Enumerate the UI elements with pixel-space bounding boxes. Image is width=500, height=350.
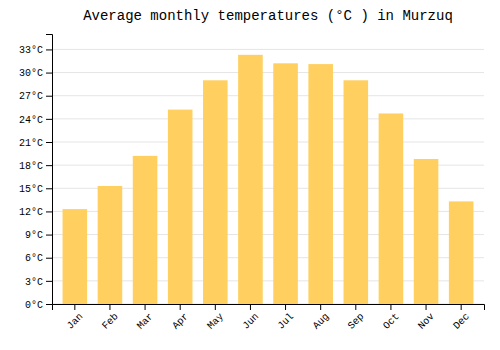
x-tick-label: Feb: [100, 311, 121, 332]
x-tick-label: May: [205, 311, 226, 332]
bar: [133, 156, 158, 304]
y-tick-mark: [46, 281, 52, 282]
y-tick-mark: [46, 211, 52, 212]
grid-line: [52, 142, 484, 143]
x-axis: Jan Feb Mar Apr May Jun Jul Aug Sep Oct Nov Dec: [53, 304, 485, 332]
x-tick: Sep: [346, 304, 367, 332]
y-tick: 33°C: [19, 45, 52, 56]
y-tick-label: 0°C: [25, 300, 43, 311]
x-tick-mark: [74, 304, 75, 310]
y-tick-mark: [46, 235, 52, 236]
grid-line: [52, 95, 484, 96]
y-tick: 3°C: [25, 277, 52, 288]
bar: [63, 209, 88, 304]
x-tick-mark: [285, 304, 286, 310]
x-tick-label: Sep: [346, 311, 367, 332]
x-tick-mark: [320, 304, 321, 310]
bar: [379, 113, 404, 304]
y-tick-label: 6°C: [25, 253, 43, 264]
grid-line: [52, 49, 484, 50]
x-tick: May: [205, 304, 226, 332]
y-tick-label: 27°C: [19, 91, 43, 102]
y-axis-line: [46, 35, 53, 305]
x-tick: Jul: [276, 304, 297, 332]
x-tick-label: Nov: [416, 311, 437, 332]
x-tick-mark: [355, 304, 356, 310]
y-tick: 6°C: [25, 253, 52, 264]
y-tick-mark: [46, 165, 52, 166]
y-tick-label: 24°C: [19, 115, 43, 126]
x-tick: Mar: [135, 304, 156, 332]
y-tick-label: 21°C: [19, 138, 43, 149]
bars: [63, 55, 474, 304]
y-tick: 12°C: [19, 207, 52, 218]
y-tick-mark: [46, 142, 52, 143]
grid-line: [52, 72, 484, 73]
bar: [308, 64, 333, 304]
x-tick: Feb: [100, 304, 121, 332]
x-tick-label: Jul: [276, 311, 297, 332]
y-tick-mark: [46, 96, 52, 97]
y-tick: 18°C: [19, 161, 52, 172]
title: Average monthly temperatures (°C ) in Mu…: [83, 8, 453, 24]
x-tick-label: Jun: [241, 311, 262, 332]
x-tick-mark: [180, 304, 181, 310]
x-tick-label: Aug: [311, 311, 332, 332]
x-tick: Oct: [381, 304, 402, 332]
y-tick-label: 33°C: [19, 45, 43, 56]
y-tick-mark: [46, 258, 52, 259]
x-tick: Apr: [170, 304, 191, 332]
bar: [203, 80, 228, 304]
x-tick-mark: [426, 304, 427, 310]
x-tick: Jan: [65, 304, 86, 332]
y-axis: 0°C 3°C 6°C 9°C 12°C 15°C 18°C 21°C 24°C 27°C 30°C…: [19, 35, 53, 311]
chart: 0°C 3°C 6°C 9°C 12°C 15°C 18°C 21°C 24°C 27°C 30°C…: [0, 0, 500, 350]
y-tick-mark: [46, 188, 52, 189]
y-tick-label: 9°C: [25, 230, 43, 241]
x-tick-mark: [215, 304, 216, 310]
y-tick-mark: [46, 304, 52, 305]
x-tick-mark: [461, 304, 462, 310]
grid-line: [52, 118, 484, 119]
bar: [98, 186, 123, 304]
bar: [414, 159, 439, 304]
bar: [238, 55, 263, 304]
x-tick-label: Jan: [65, 311, 86, 332]
bar: [273, 63, 298, 304]
y-tick-label: 12°C: [19, 207, 43, 218]
plot: 0°C 3°C 6°C 9°C 12°C 15°C 18°C 21°C 24°C 27°C 30°C…: [19, 35, 485, 332]
y-tick-mark: [46, 73, 52, 74]
y-tick: 24°C: [19, 115, 52, 126]
x-tick: Jun: [241, 304, 262, 332]
x-tick-label: Dec: [451, 311, 472, 332]
x-tick-mark: [250, 304, 251, 310]
y-tick: 27°C: [19, 91, 52, 102]
x-tick-label: Mar: [135, 311, 156, 332]
x-tick-label: Apr: [170, 311, 191, 332]
bar: [449, 201, 474, 304]
y-tick-mark: [46, 49, 52, 50]
x-tick-mark: [145, 304, 146, 310]
y-tick: 15°C: [19, 184, 52, 195]
y-tick-label: 18°C: [19, 161, 43, 172]
x-tick-mark: [109, 304, 110, 310]
grid: [52, 49, 484, 304]
x-tick: Aug: [311, 304, 332, 332]
bar: [344, 80, 369, 304]
y-tick-mark: [46, 119, 52, 120]
bar: [168, 110, 193, 304]
y-tick: 9°C: [25, 230, 52, 241]
y-tick-label: 3°C: [25, 277, 43, 288]
y-tick-label: 15°C: [19, 184, 43, 195]
x-tick: Dec: [451, 304, 472, 332]
x-axis-line: [53, 305, 485, 311]
x-tick-mark: [390, 304, 391, 310]
y-tick: 30°C: [19, 68, 52, 79]
y-tick-label: 30°C: [19, 68, 43, 79]
x-tick-label: Oct: [381, 311, 402, 332]
x-tick: Nov: [416, 304, 437, 332]
y-tick: 21°C: [19, 138, 52, 149]
y-tick: 0°C: [25, 300, 52, 311]
